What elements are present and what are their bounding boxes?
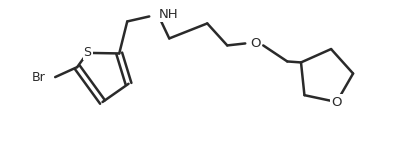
Text: O: O (250, 37, 260, 50)
Text: NH: NH (159, 8, 179, 21)
Text: Br: Br (31, 71, 45, 84)
Text: O: O (331, 95, 342, 109)
Text: S: S (83, 46, 91, 59)
